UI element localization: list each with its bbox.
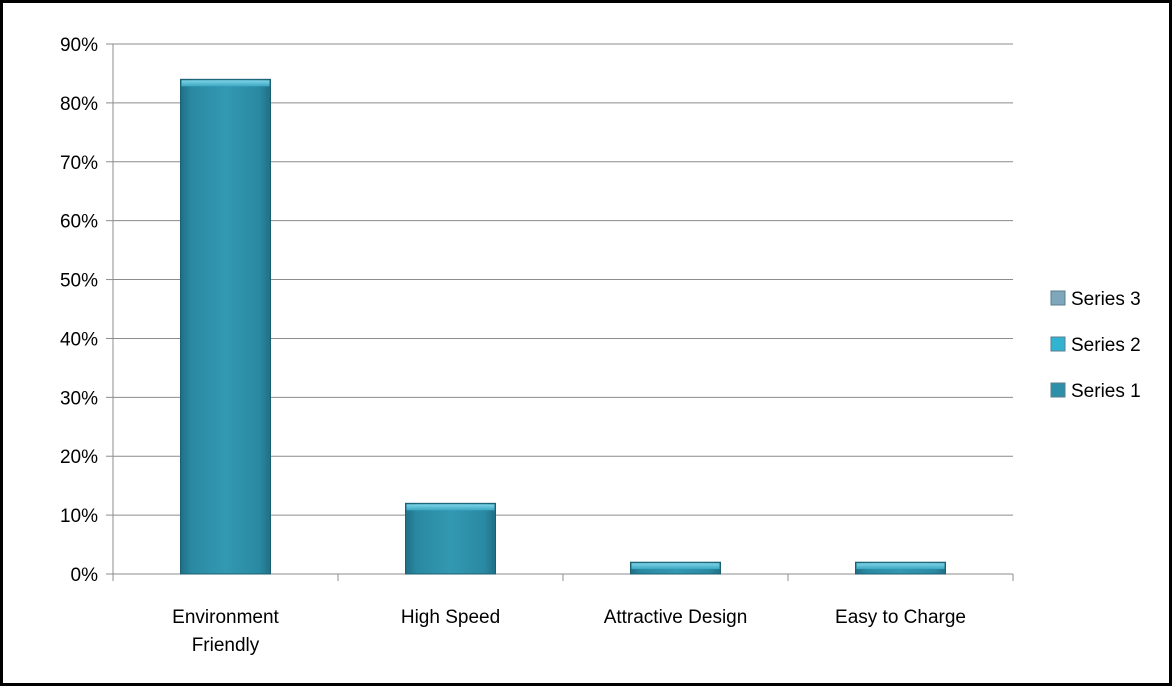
- x-tick-label: Friendly: [192, 635, 260, 656]
- y-tick-label: 20%: [60, 447, 98, 468]
- x-tick-label: Environment: [172, 607, 279, 628]
- y-tick-label: 60%: [60, 212, 98, 233]
- legend-label: Series 3: [1071, 289, 1141, 310]
- y-tick-labels: 0% 10% 20% 30% 40% 50% 60% 70% 80% 90%: [60, 35, 98, 586]
- legend-label: Series 1: [1071, 381, 1141, 402]
- bar-highlight: [631, 563, 720, 570]
- bar-chart: 0% 10% 20% 30% 40% 50% 60% 70% 80% 90% Environmen…: [60, 35, 1141, 656]
- x-tick-label: Attractive Design: [604, 607, 748, 628]
- x-tick-label: Easy to Charge: [835, 607, 966, 628]
- y-tick-label: 90%: [60, 35, 98, 56]
- bar-highlight: [406, 504, 495, 511]
- bar-highlight: [181, 80, 270, 87]
- bar-highlight: [856, 563, 945, 570]
- y-tick-label: 0%: [71, 565, 99, 586]
- bars: [180, 78, 946, 575]
- y-tick-label: 80%: [60, 94, 98, 115]
- x-tick-label: High Speed: [401, 607, 500, 628]
- y-tick-label: 50%: [60, 271, 98, 292]
- x-tick-labels: Environment Friendly High Speed Attractive …: [172, 607, 966, 656]
- bar-environment-friendly: [180, 78, 271, 575]
- y-tick-label: 40%: [60, 329, 98, 350]
- y-tick-label: 10%: [60, 506, 98, 527]
- legend-swatch: [1050, 336, 1066, 352]
- legend: Series 3 Series 2 Series 1: [1050, 289, 1141, 402]
- bar-high-speed: [405, 502, 496, 575]
- y-tick-label: 30%: [60, 388, 98, 409]
- legend-label: Series 2: [1071, 335, 1141, 356]
- y-tick-label: 70%: [60, 153, 98, 174]
- legend-swatch: [1050, 290, 1066, 306]
- legend-swatch: [1050, 382, 1066, 398]
